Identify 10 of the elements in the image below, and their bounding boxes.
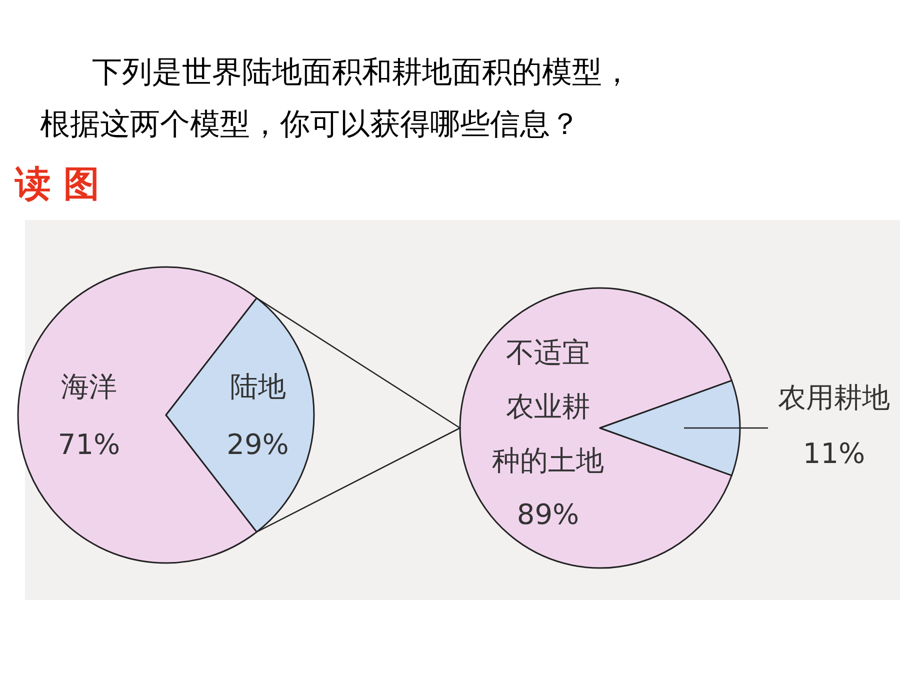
slice-label: 陆地: [230, 370, 286, 403]
data-label: 11%: [802, 437, 866, 470]
data-label: 71%: [58, 428, 120, 461]
slice-label: 海洋: [61, 370, 118, 403]
slice-label: 农用耕地: [778, 381, 890, 414]
data-label: 29%: [226, 428, 289, 461]
chart-subtitle: 读 图: [14, 164, 100, 205]
slice-label: 不适宜农业耕种的土地: [492, 336, 604, 477]
data-label: 89%: [516, 498, 580, 531]
chart-title: 下列是世界陆地面积和耕地面积的模型，根据这两个模型，你可以获得哪些信息？: [40, 55, 632, 142]
